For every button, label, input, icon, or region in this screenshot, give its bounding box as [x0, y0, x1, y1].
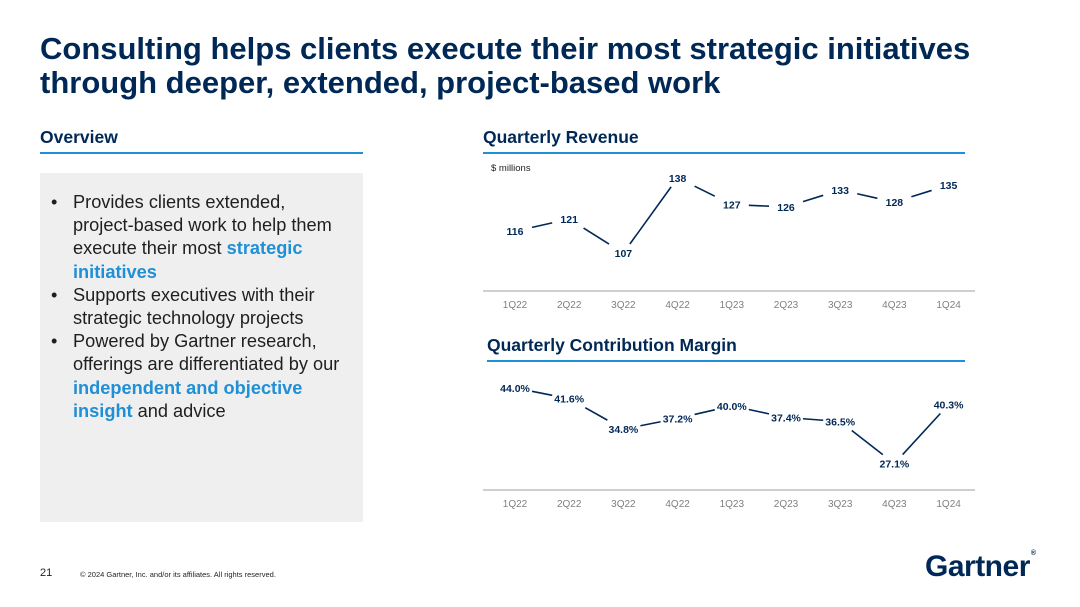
series-line-segment [748, 204, 770, 207]
data-label: 138 [669, 173, 687, 185]
overview-panel: Provides clients extended, project-based… [40, 173, 363, 522]
series-line-segment [802, 417, 824, 422]
bullet-text: Supports executives with their strategic… [73, 284, 315, 329]
x-tick-label: 1Q24 [936, 300, 961, 311]
series-line-segment [851, 429, 884, 456]
gartner-logo: Gartner® [925, 550, 1036, 584]
data-label: 37.4% [771, 412, 801, 424]
bullet-highlight: strategic initiatives [73, 238, 303, 282]
series-line-segment [694, 409, 715, 416]
x-tick-label: 2Q22 [557, 499, 582, 510]
data-label: 135 [940, 180, 958, 192]
overview-bullet-list: Provides clients extended, project-based… [40, 191, 363, 423]
data-label: 128 [886, 197, 904, 209]
data-label: 27.1% [880, 459, 910, 471]
x-tick-label: 1Q23 [720, 300, 745, 311]
x-tick-label: 4Q22 [665, 499, 690, 510]
bullet-highlight: independent and objective insight [73, 377, 303, 421]
series-line-segment [911, 189, 932, 198]
x-tick-label: 3Q23 [828, 499, 853, 510]
series-line-segment [857, 192, 878, 200]
copyright-notice: © 2024 Gartner, Inc. and/or its affiliat… [80, 570, 276, 579]
data-label: 36.5% [825, 417, 855, 429]
data-label: 107 [615, 248, 633, 260]
series-line-segment [583, 227, 610, 245]
x-tick-label: 3Q23 [828, 300, 853, 311]
series-line-segment [629, 186, 672, 245]
x-tick-label: 4Q23 [882, 499, 907, 510]
series-line-segment [694, 185, 716, 197]
data-label: 126 [777, 202, 795, 214]
x-tick-label: 1Q24 [936, 499, 961, 510]
page-number: 21 [40, 567, 53, 579]
x-tick-label: 4Q22 [665, 300, 690, 311]
overview-bullet: Provides clients extended, project-based… [51, 191, 363, 284]
margin-line-chart: 44.0% 41.6% 34.8% 37.2% 40.0% 37.4% 36.5% 27.1%… [483, 383, 975, 510]
data-label: 40.3% [934, 400, 964, 412]
x-tick-label: 2Q23 [774, 300, 799, 311]
series-line-segment [902, 412, 941, 456]
data-label: 133 [831, 185, 849, 197]
bullet-text: and advice [132, 400, 226, 421]
data-label: 121 [560, 214, 578, 226]
revenue-chart-title: Quarterly Revenue [483, 127, 965, 154]
overview-heading: Overview [40, 127, 363, 154]
series-line-segment [531, 222, 553, 229]
y-unit-label: $ millions [491, 163, 531, 174]
x-tick-label: 4Q23 [882, 300, 907, 311]
bullet-text: Provides clients extended, project-based… [73, 192, 332, 259]
x-tick-label: 1Q22 [503, 499, 528, 510]
page-title: Consulting helps clients execute their m… [40, 31, 971, 100]
data-label: 116 [507, 226, 524, 238]
data-label: 127 [723, 200, 741, 212]
overview-bullet: Supports executives with their strategic… [51, 284, 363, 330]
x-tick-label: 1Q22 [503, 300, 528, 311]
data-label: 34.8% [609, 424, 639, 436]
x-tick-label: 2Q23 [774, 499, 799, 510]
x-tick-label: 1Q23 [720, 499, 745, 510]
logo-text: Gartner [925, 550, 1030, 583]
series-line-segment [531, 390, 553, 397]
series-line-segment [640, 420, 661, 427]
data-label: 41.6% [554, 394, 584, 406]
x-tick-label: 3Q22 [611, 300, 636, 311]
revenue-line-chart: 116 121 107 138 127 126 133 128 135 1Q22 2Q22 3Q22 4… [483, 163, 975, 311]
data-label: 44.0% [500, 383, 530, 395]
bullet-text: Powered by Gartner research, offerings a… [73, 331, 340, 375]
x-tick-label: 2Q22 [557, 300, 582, 311]
series-line-segment [748, 408, 770, 415]
overview-bullet: Powered by Gartner research, offerings a… [51, 330, 363, 423]
data-label: 37.2% [663, 413, 693, 425]
x-tick-label: 3Q22 [611, 499, 636, 510]
series-line-segment [584, 406, 608, 421]
data-label: 40.0% [717, 401, 747, 413]
series-line-segment [802, 194, 824, 203]
margin-chart-title: Quarterly Contribution Margin [487, 335, 965, 362]
logo-registered-mark: ® [1030, 550, 1036, 557]
